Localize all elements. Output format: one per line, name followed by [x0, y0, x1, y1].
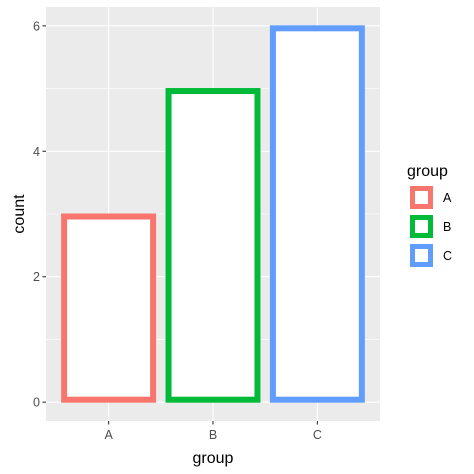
x-tick-label: C: [313, 428, 322, 442]
legend-items: A B C: [410, 186, 452, 267]
legend: group A B C: [407, 163, 452, 267]
x-tick-label: B: [209, 428, 217, 442]
y-axis: 0 2 4 6: [33, 19, 46, 410]
y-tick-label: 2: [33, 270, 40, 284]
bar-C: [269, 25, 365, 403]
legend-label-C: C: [443, 249, 452, 263]
legend-title: group: [407, 163, 448, 180]
x-axis: A B C: [104, 421, 322, 442]
legend-key-A: [410, 186, 433, 209]
x-axis-title: group: [193, 450, 234, 467]
bars: [61, 25, 365, 403]
bar-B: [165, 88, 261, 403]
x-tick-label: A: [104, 428, 113, 442]
bar-A: [61, 213, 157, 403]
legend-label-A: A: [443, 191, 452, 205]
legend-key-B: [410, 215, 433, 238]
y-tick-label: 0: [33, 396, 40, 410]
y-axis-title: count: [11, 194, 28, 234]
y-tick-label: 6: [33, 19, 40, 33]
legend-key-C: [410, 244, 433, 267]
legend-label-B: B: [443, 220, 451, 234]
y-tick-label: 4: [33, 145, 40, 159]
